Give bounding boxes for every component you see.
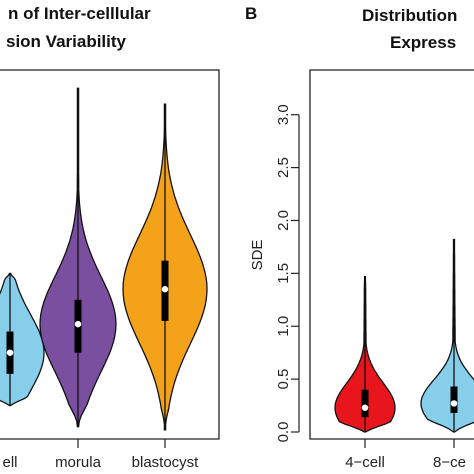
panel-b-y-tick-label: 2.0 xyxy=(275,210,292,231)
panel-b-letter: B xyxy=(245,4,257,23)
panel-a-plot-frame xyxy=(0,69,220,440)
panel-a-title-line-1: n of Inter-celllular xyxy=(8,4,151,23)
panel-b-y-tick-label: 0.0 xyxy=(275,422,292,443)
violin xyxy=(420,238,474,433)
panel-b-y-axis-label: SDE xyxy=(249,240,266,271)
violin xyxy=(122,103,208,431)
panel-b-title-line-2: Express xyxy=(390,33,456,52)
panel-a-x-ticks xyxy=(77,439,166,448)
panel-b-category-labels: 4−cell 8−ce xyxy=(345,454,466,471)
panel-b-y-tick-label: 1.0 xyxy=(275,316,292,337)
panel-b-y-tick-label: 1.5 xyxy=(275,263,292,284)
panel-a-category-label: morula xyxy=(55,454,102,471)
panel-b-violins xyxy=(334,238,474,433)
panel-b-title-line-1: Distribution xyxy=(362,6,457,25)
panel-b-y-tick-label: 2.5 xyxy=(275,157,292,178)
panel-b-x-ticks xyxy=(364,439,455,448)
panel-b-y-tick-label: 0.5 xyxy=(275,369,292,390)
violin-median-point xyxy=(361,404,369,411)
violin-median-point xyxy=(74,320,82,328)
violin-median-point xyxy=(161,286,169,293)
panel-a-category-label: ell xyxy=(2,454,17,471)
violin-iqr-box xyxy=(361,389,369,418)
violin xyxy=(0,272,45,407)
panel-a-category-labels: ell morula blastocyst xyxy=(2,454,199,471)
violin-median-point xyxy=(450,400,458,407)
panel-b-y-tick-label: 3.0 xyxy=(275,104,292,125)
panel-b-category-label: 8−ce xyxy=(433,454,466,471)
violin xyxy=(39,87,117,428)
violin-body xyxy=(420,238,474,433)
violin xyxy=(334,275,396,433)
panel-a-violins xyxy=(0,87,208,431)
panel-a-title-line-2: sion Variability xyxy=(6,32,127,51)
violin-iqr-box xyxy=(450,386,458,413)
panel-a-category-label: blastocyst xyxy=(132,454,200,471)
panel-b-category-label: 4−cell xyxy=(345,454,385,471)
violin-median-point xyxy=(6,349,14,356)
panel-b-y-axis: 0.0 0.5 1.0 1.5 2.0 2.5 3.0 xyxy=(275,104,300,443)
panel-b-plot-frame xyxy=(309,69,474,440)
